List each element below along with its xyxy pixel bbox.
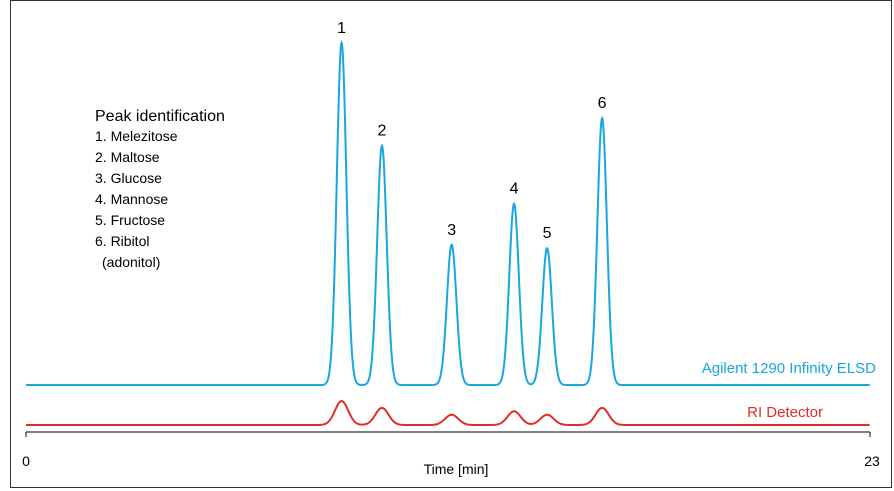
peak-label-2: 2 (377, 123, 386, 140)
legend-item-1: 1. Melezitose (95, 128, 178, 144)
x-tick-label-23: 23 (864, 453, 880, 469)
x-axis-label: Time [min] (424, 461, 489, 477)
elsd-trace (26, 40, 870, 386)
legend-title: Peak identification (95, 108, 225, 125)
legend-item-2: 2. Maltose (95, 149, 160, 165)
chart-frame (10, 0, 892, 488)
ri-trace (26, 400, 870, 426)
peak-label-4: 4 (510, 181, 519, 198)
chromatogram-traces (26, 40, 870, 426)
x-tick-label-0: 0 (22, 453, 30, 469)
legend-item-6: 6. Ribitol (95, 233, 149, 249)
peak-label-6: 6 (598, 95, 607, 112)
peak-label-1: 1 (337, 20, 346, 37)
elsd-series-label: Agilent 1290 Infinity ELSD (702, 360, 876, 377)
peak-identification-legend: Peak identification 1. Melezitose 2. Malt… (95, 108, 225, 270)
peak-label-5: 5 (543, 225, 552, 242)
legend-item-7: (adonitol) (102, 254, 160, 270)
legend-item-3: 3. Glucose (95, 170, 162, 186)
legend-item-5: 5. Fructose (95, 212, 165, 228)
legend-item-4: 4. Mannose (95, 191, 168, 207)
peak-labels: 1 2 3 4 5 6 (337, 20, 607, 242)
peak-label-3: 3 (447, 222, 456, 239)
ri-series-label: RI Detector (747, 404, 823, 421)
